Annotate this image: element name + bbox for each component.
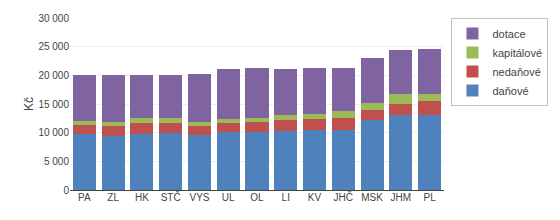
svg-text:LI: LI <box>282 192 290 203</box>
svg-text:JHČ: JHČ <box>334 191 353 203</box>
svg-text:VYS: VYS <box>189 192 209 203</box>
svg-text:MSK: MSK <box>361 192 383 203</box>
svg-text:PA: PA <box>78 192 91 203</box>
svg-text:nedaňové: nedaňové <box>492 66 540 78</box>
svg-text:kapitálové: kapitálové <box>492 47 542 59</box>
svg-text:10 000: 10 000 <box>38 127 69 138</box>
svg-text:Kč: Kč <box>22 97 36 111</box>
svg-text:ZL: ZL <box>107 192 119 203</box>
svg-text:dotace: dotace <box>492 28 525 40</box>
svg-text:20 000: 20 000 <box>38 70 69 81</box>
svg-text:25 000: 25 000 <box>38 41 69 52</box>
svg-text:OL: OL <box>250 192 264 203</box>
svg-text:JHM: JHM <box>391 192 412 203</box>
svg-text:KV: KV <box>308 192 322 203</box>
svg-text:5 000: 5 000 <box>44 156 69 167</box>
svg-text:0: 0 <box>63 185 69 196</box>
svg-text:STČ: STČ <box>161 191 181 203</box>
svg-text:PL: PL <box>424 192 437 203</box>
svg-text:daňové: daňové <box>492 85 528 97</box>
svg-text:UL: UL <box>222 192 235 203</box>
svg-text:30 000: 30 000 <box>38 13 69 24</box>
svg-text:HK: HK <box>135 192 149 203</box>
svg-text:15 000: 15 000 <box>38 99 69 110</box>
